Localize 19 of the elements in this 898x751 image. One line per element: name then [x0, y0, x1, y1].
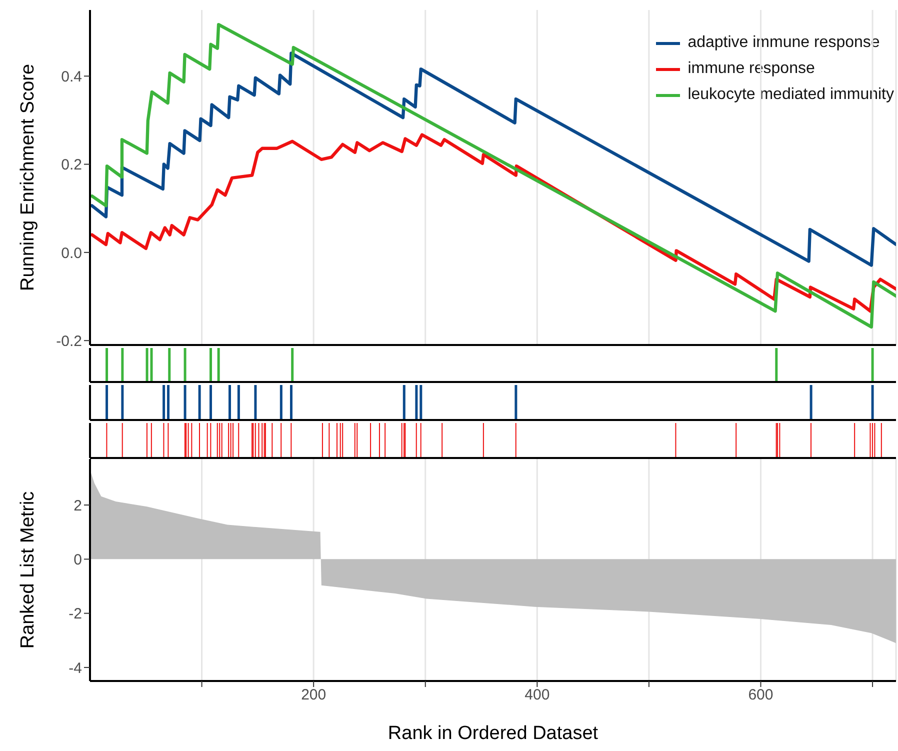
y-tick-label: 0.0	[61, 244, 82, 262]
legend-label: immune response	[688, 59, 815, 79]
y-tick-label: 0.2	[61, 156, 82, 174]
legend-label: leukocyte mediated immunity	[688, 85, 894, 105]
y-tick-label: -0.2	[56, 332, 82, 350]
x-tick-label: 400	[524, 686, 550, 704]
line-series	[90, 22, 896, 329]
x-tick-label: 600	[748, 686, 774, 704]
y-tick-label: 0.4	[61, 68, 82, 86]
y-axis-title: Running Enrichment Score	[18, 64, 39, 292]
legend-label: adaptive immune response	[688, 33, 880, 53]
x-tick-label: 200	[301, 686, 326, 704]
line-series	[90, 52, 896, 267]
y-tick-label: 2	[74, 497, 82, 514]
y-axis-title: Ranked List Metric	[18, 491, 39, 649]
y-tick-label: -2	[68, 606, 82, 623]
y-tick-label: 0	[74, 551, 82, 568]
y-tick-label: -4	[68, 660, 82, 677]
x-axis-title: Rank in Ordered Dataset	[388, 723, 599, 744]
